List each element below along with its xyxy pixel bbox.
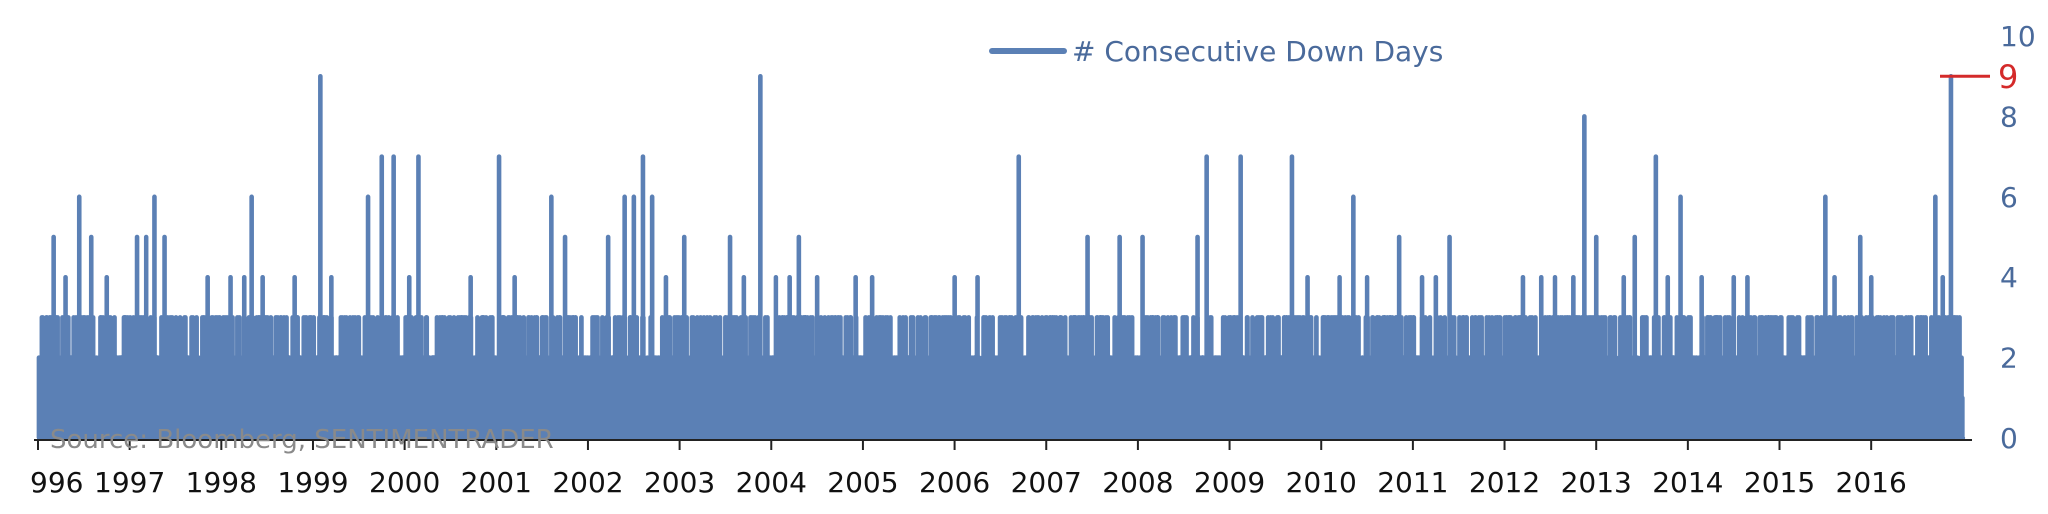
x-tick-label: 2003: [644, 466, 715, 499]
source-note: Source: Bloomberg, SENTIMENTRADER: [50, 425, 554, 455]
legend: # Consecutive Down Days: [989, 35, 1443, 68]
x-tick-label: 2007: [1011, 466, 1082, 499]
x-tick-label: 996: [30, 466, 83, 499]
y-tick-label: 10: [2000, 20, 2036, 53]
x-tick-label: 2013: [1561, 466, 1632, 499]
y-tick-label: 2: [2000, 342, 2018, 375]
x-tick-label: 2012: [1469, 466, 1540, 499]
x-tick-label: 2016: [1836, 466, 1907, 499]
x-tick-label: 1997: [94, 466, 165, 499]
y-tick-label: 0: [2000, 422, 2018, 455]
y-axis: 0 2 4 6 8 10: [2000, 20, 2036, 455]
x-tick-label: 2014: [1652, 466, 1723, 499]
x-tick-label: 2001: [461, 466, 532, 499]
x-tick-label: 2008: [1102, 466, 1173, 499]
x-tick-label: 2011: [1377, 466, 1448, 499]
current-value-marker: 9: [1940, 58, 2018, 96]
x-tick-label: 2009: [1194, 466, 1265, 499]
series-line-consecutive-down-days: [36, 73, 1966, 441]
x-tick-label: 1999: [277, 466, 348, 499]
x-tick-label: 2000: [369, 466, 440, 499]
x-tick-label: 1998: [186, 466, 257, 499]
x-tick-label: 2005: [827, 466, 898, 499]
legend-label: # Consecutive Down Days: [1072, 35, 1443, 68]
y-tick-label: 4: [2000, 261, 2018, 294]
x-axis: 996 1997 1998 1999 2000 2001 2002 2003 2004 2005 2…: [30, 439, 1972, 499]
marker-label: 9: [1998, 58, 2018, 96]
x-tick-label: 2010: [1286, 466, 1357, 499]
x-tick-label: 2004: [736, 466, 807, 499]
x-tick-label: 2006: [919, 466, 990, 499]
x-tick-label: 2002: [552, 466, 623, 499]
y-tick-label: 8: [2000, 100, 2018, 133]
y-tick-label: 6: [2000, 181, 2018, 214]
plot-area: [36, 73, 1966, 441]
x-tick-label: 2015: [1744, 466, 1815, 499]
